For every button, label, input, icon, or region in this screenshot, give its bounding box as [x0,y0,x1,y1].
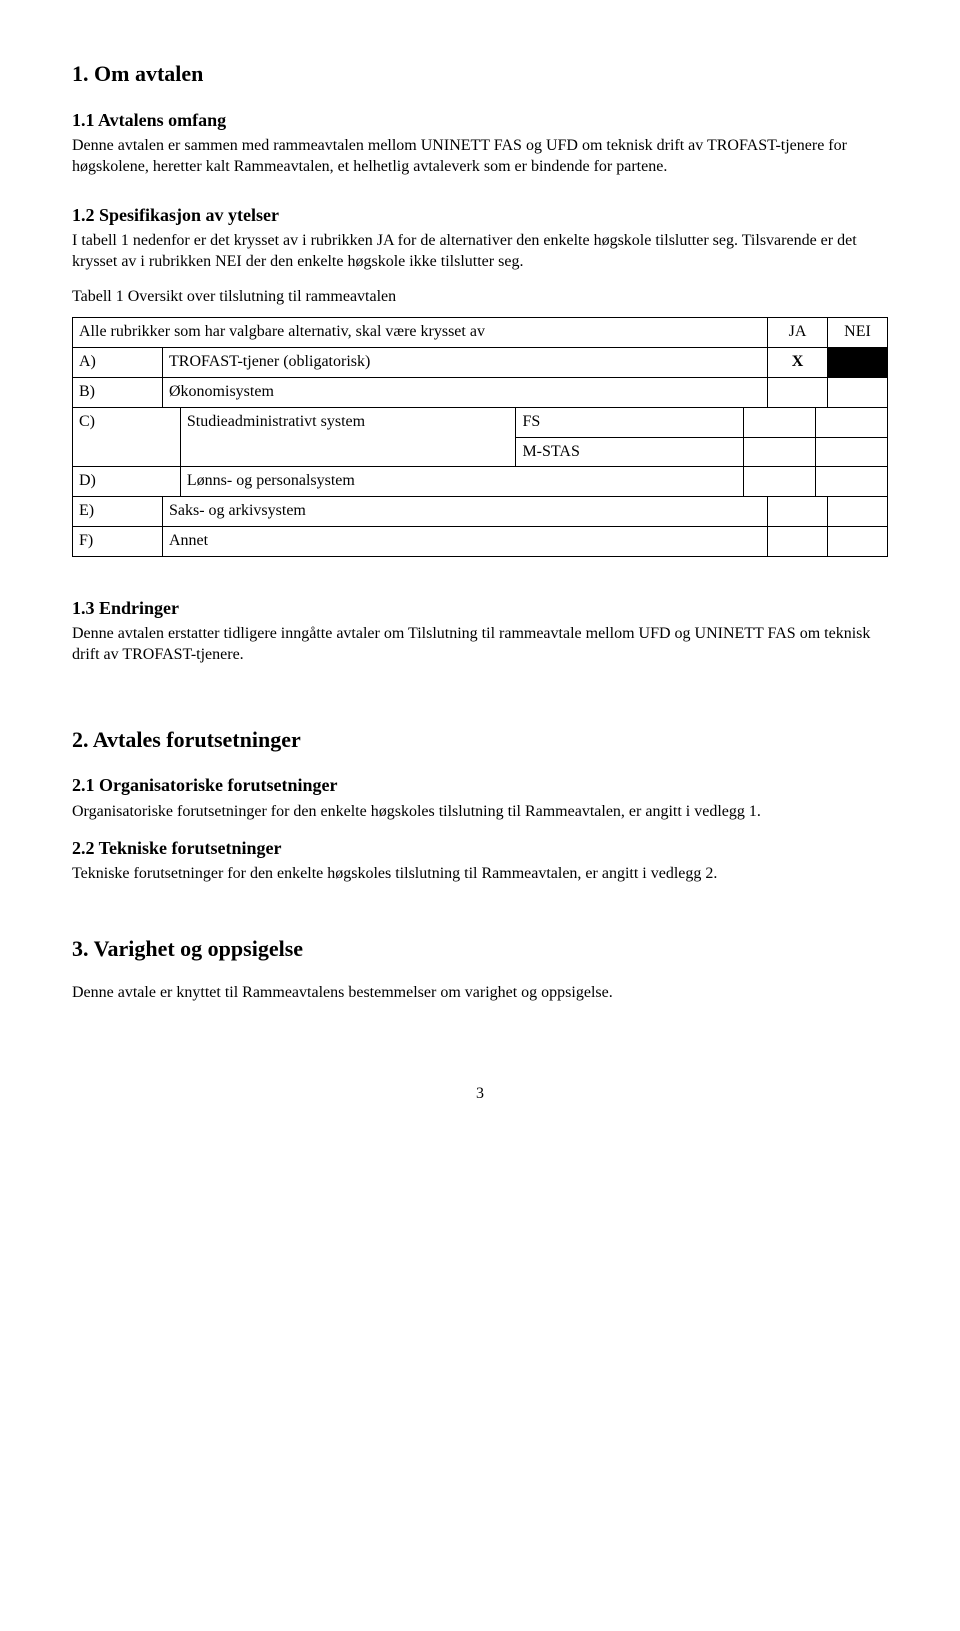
section-3-title: 3. Varighet og oppsigelse [72,935,888,964]
section-1-1-body: Denne avtalen er sammen med rammeavtalen… [72,136,888,178]
table-1-caption: Tabell 1 Oversikt over tilslutning til r… [72,287,888,308]
section-1-title: 1. Om avtalen [72,60,888,89]
row-a-nei-blocked [828,348,888,378]
section-1-2-title: 1.2 Spesifikasjon av ytelser [72,204,888,227]
row-d-letter: D) [73,467,181,497]
row-a-letter: A) [73,348,163,378]
row-f-letter: F) [73,526,163,556]
row-c-opt-mstas: M-STAS [516,437,744,467]
table-1-row-e: E) Saks- og arkivsystem [72,496,888,527]
row-c-letter: C) [73,407,181,467]
row-c-opt-fs: FS [516,407,744,437]
section-2-1-title: 2.1 Organisatoriske forutsetninger [72,774,888,797]
row-f-label: Annet [163,526,768,556]
row-e-ja [768,497,828,527]
row-d-label: Lønns- og personalsystem [180,467,743,497]
section-1-3-body: Denne avtalen erstatter tidligere inngåt… [72,624,888,666]
table-1: Alle rubrikker som har valgbare alternat… [72,317,888,556]
row-c-mstas-nei [816,437,888,467]
row-c-fs-ja [744,407,816,437]
table-header-rubrikker: Alle rubrikker som har valgbare alternat… [73,318,768,348]
table-1-row-c-d: C) Studieadministrativt system FS M-STAS… [72,407,888,497]
table-1-row-a: A) TROFAST-tjener (obligatorisk) X [72,347,888,378]
section-2-2-body: Tekniske forutsetninger for den enkelte … [72,864,888,885]
section-2-2-title: 2.2 Tekniske forutsetninger [72,837,888,860]
section-2-title: 2. Avtales forutsetninger [72,726,888,755]
section-3-body: Denne avtale er knyttet til Rammeavtalen… [72,983,888,1004]
row-b-letter: B) [73,377,163,407]
table-1-row-b: B) Økonomisystem [72,377,888,408]
row-c-label: Studieadministrativt system [180,407,516,467]
section-2-1-body: Organisatoriske forutsetninger for den e… [72,802,888,823]
row-b-ja [768,377,828,407]
row-f-ja [768,526,828,556]
section-1-2-body: I tabell 1 nedenfor er det krysset av i … [72,231,888,273]
row-d-ja [744,467,816,497]
row-c-fs-nei [816,407,888,437]
row-b-label: Økonomisystem [163,377,768,407]
row-c-mstas-ja [744,437,816,467]
row-e-nei [828,497,888,527]
section-1-3-title: 1.3 Endringer [72,597,888,620]
row-b-nei [828,377,888,407]
section-1-1-title: 1.1 Avtalens omfang [72,109,888,132]
row-e-label: Saks- og arkivsystem [163,497,768,527]
row-a-label: TROFAST-tjener (obligatorisk) [163,348,768,378]
table-1-row-f: F) Annet [72,526,888,557]
table-1-header: Alle rubrikker som har valgbare alternat… [72,317,888,348]
row-e-letter: E) [73,497,163,527]
row-a-ja: X [768,348,828,378]
table-header-ja: JA [768,318,828,348]
row-f-nei [828,526,888,556]
table-header-nei: NEI [828,318,888,348]
row-d-nei [816,467,888,497]
page-number: 3 [72,1084,888,1105]
